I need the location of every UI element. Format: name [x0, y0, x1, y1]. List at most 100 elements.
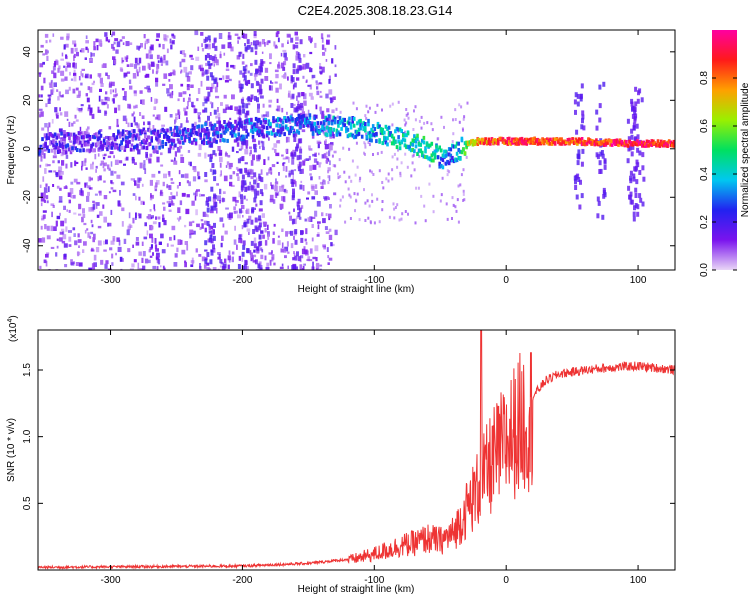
x-tick-label: -200 — [232, 275, 252, 286]
noise-cell — [48, 170, 53, 173]
noise-cell — [309, 216, 313, 222]
ridge-cell — [199, 133, 202, 138]
noise-cell — [194, 108, 198, 113]
streak-cell — [632, 176, 636, 182]
noise-cell — [176, 185, 179, 189]
ridge-cell — [539, 141, 543, 146]
ridge-cell — [656, 143, 660, 147]
ridge-cell — [384, 140, 388, 145]
noise-cell — [400, 217, 403, 221]
ridge-cell — [95, 142, 98, 147]
noise-cell — [461, 127, 464, 131]
ridge-cell — [417, 148, 421, 153]
noise-cell — [56, 238, 59, 241]
noise-cell — [60, 58, 64, 61]
noise-cell — [286, 111, 288, 115]
noise-cell — [227, 32, 231, 38]
noise-cell — [80, 82, 83, 86]
noise-cell — [401, 212, 404, 216]
noise-cell — [228, 258, 231, 263]
noise-cell — [326, 34, 331, 38]
noise-cell — [135, 212, 137, 218]
noise-cell — [186, 85, 190, 91]
ridge-cell — [462, 147, 465, 152]
ridge-cell — [270, 130, 274, 135]
noise-cell — [60, 95, 64, 98]
spectrogram-frame — [37, 29, 676, 271]
noise-cell — [88, 207, 92, 212]
noise-cell — [229, 117, 232, 120]
ridge-cell — [76, 139, 79, 144]
noise-cell — [199, 263, 201, 269]
noise-cell — [150, 194, 154, 199]
noise-cell — [216, 82, 219, 88]
noise-cell — [110, 187, 114, 190]
noise-cell — [223, 175, 228, 182]
noise-cell — [311, 196, 316, 200]
noise-cell — [227, 264, 230, 270]
ridge-cell — [482, 141, 486, 146]
ridge-cell — [170, 138, 174, 143]
noise-cell — [129, 85, 133, 90]
noise-cell — [132, 217, 135, 224]
ridge-cell — [381, 131, 384, 136]
ridge-cell — [240, 137, 244, 142]
ridge-cell — [310, 127, 313, 132]
ridge-cell — [208, 137, 212, 142]
noise-cell — [192, 176, 197, 182]
ridge-cell — [229, 131, 233, 136]
ridge-cell — [520, 136, 524, 141]
noise-cell — [99, 129, 103, 132]
ridge-cell — [660, 142, 663, 147]
ridge-cell — [422, 135, 426, 140]
ridge-cell — [373, 133, 377, 137]
noise-cell — [325, 151, 328, 155]
noise-cell — [49, 83, 53, 88]
noise-cell — [83, 241, 87, 246]
noise-cell — [73, 55, 75, 62]
ridge-cell — [296, 129, 299, 134]
noise-cell — [94, 193, 98, 196]
ridge-cell — [645, 143, 649, 147]
noise-cell — [133, 111, 135, 115]
ridge-cell — [137, 136, 141, 141]
noise-cell — [147, 142, 150, 147]
noise-cell — [61, 52, 64, 57]
noise-cell — [406, 165, 409, 169]
snr-frame — [37, 329, 676, 571]
noise-cell — [314, 210, 318, 217]
ridge-cell — [327, 128, 331, 133]
ridge-cell — [144, 134, 147, 139]
noise-cell — [317, 221, 321, 224]
ridge-cell — [277, 118, 280, 123]
noise-cell — [206, 96, 210, 102]
noise-cell — [116, 237, 120, 242]
noise-cell — [405, 108, 408, 111]
noise-cell — [87, 191, 90, 196]
noise-cell — [59, 107, 61, 112]
noise-cell — [201, 256, 206, 262]
noise-cell — [354, 209, 356, 213]
ridge-cell — [549, 137, 552, 142]
noise-cell — [269, 167, 272, 171]
noise-cell — [270, 80, 272, 84]
noise-cell — [107, 222, 112, 227]
noise-cell — [166, 48, 169, 54]
ridge-cell — [368, 138, 372, 142]
noise-cell — [160, 190, 162, 196]
noise-cell — [454, 108, 457, 112]
noise-cell — [120, 68, 124, 72]
noise-cell — [108, 83, 112, 88]
noise-cell — [178, 114, 181, 119]
noise-cell — [321, 212, 324, 217]
streak-cell — [213, 222, 216, 228]
streak-cell — [296, 143, 300, 149]
ridge-cell — [672, 139, 675, 144]
noise-cell — [319, 95, 323, 98]
noise-cell — [243, 79, 246, 82]
noise-cell — [319, 111, 324, 115]
ridge-cell — [497, 138, 500, 142]
noise-cell — [195, 190, 198, 197]
noise-cell — [282, 186, 284, 192]
